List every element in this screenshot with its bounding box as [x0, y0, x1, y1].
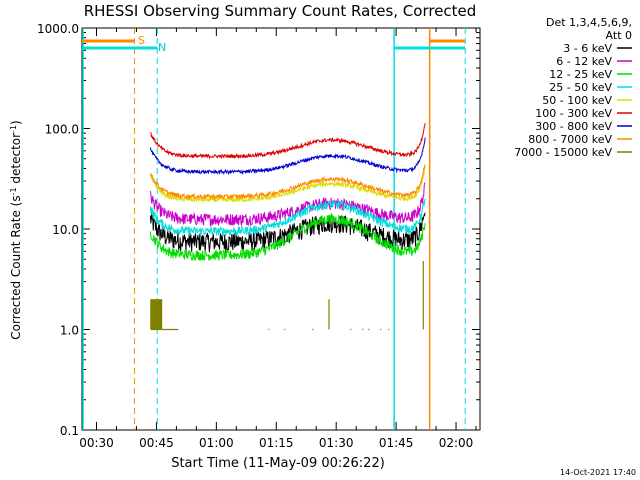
- series-line-8: [149, 164, 426, 201]
- chart-title: RHESSI Observing Summary Count Rates, Co…: [84, 2, 477, 20]
- y-tick-label: 1.0: [60, 324, 79, 338]
- x-tick-label: 02:00: [439, 436, 474, 450]
- series-line-2: [149, 182, 426, 227]
- y-tick-label: 100.0: [45, 123, 79, 137]
- y-label-main: Corrected Count Rate (s: [9, 195, 23, 339]
- y-tick-label: 0.1: [60, 424, 79, 438]
- legend-label-2: 6 - 12 keV: [556, 55, 612, 68]
- legend-label-3: 12 - 25 keV: [549, 68, 612, 81]
- y-tick-label: 1000.0: [37, 22, 79, 36]
- orbit-annotations: [82, 28, 466, 430]
- y-label-sup1: -1: [9, 187, 18, 195]
- legend-label-6: 100 - 300 keV: [535, 107, 612, 120]
- legend-label-9: 7000 - 15000 keV: [514, 146, 612, 159]
- series-line-5: [149, 165, 426, 204]
- legend-header-1: Det 1,3,4,5,6,9,: [546, 16, 632, 29]
- y-label-end: ): [9, 120, 23, 125]
- x-tick-label: 01:15: [259, 436, 294, 450]
- timestamp: 14-Oct-2021 17:40: [560, 468, 636, 477]
- series-line-4: [149, 198, 426, 237]
- series-line-3: [149, 212, 426, 261]
- x-tick-label: 00:45: [139, 436, 174, 450]
- x-tick-label: 00:30: [79, 436, 114, 450]
- series-lines: [149, 123, 426, 331]
- legend-header-2: Att 0: [606, 29, 632, 42]
- x-tick-label: 01:00: [199, 436, 234, 450]
- legend-label-4: 25 - 50 keV: [549, 81, 612, 94]
- night-label: N: [158, 41, 166, 54]
- series-line-6: [150, 123, 426, 160]
- x-tick-label: 01:30: [319, 436, 354, 450]
- legend-label-5: 50 - 100 keV: [542, 94, 612, 107]
- legend-label-8: 800 - 7000 keV: [528, 133, 612, 146]
- y-label-mid: detector: [9, 133, 23, 188]
- x-tick-label: 01:45: [379, 436, 414, 450]
- y-axis-label: Corrected Count Rate (s-1 detector-1): [9, 120, 24, 339]
- legend-label-7: 300 - 800 keV: [535, 120, 612, 133]
- y-tick-label: 10.0: [52, 223, 79, 237]
- saa-label: S: [138, 34, 145, 47]
- series-line-7: [149, 137, 426, 176]
- y-label-sup2: -1: [9, 125, 18, 133]
- plot-axes: 0.1 1.0 10.0 100.0 1000.0 00:30 00:45 01:00 01:1…: [37, 22, 481, 450]
- x-axis-label: Start Time (11-May-09 00:26:22): [171, 456, 385, 471]
- legend-label-1: 3 - 6 keV: [563, 42, 612, 55]
